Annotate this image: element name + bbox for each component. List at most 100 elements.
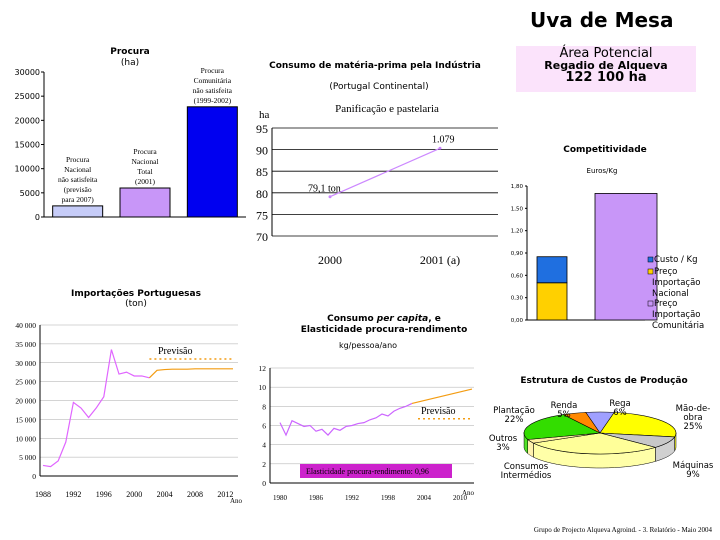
importacoes-y-tick-label: 5 000 [19,453,36,462]
procura-bar-label: Nacional [64,165,91,174]
procura-bar-label: Comunitária [194,76,232,85]
importacoes-y-tick-label: 25 000 [15,378,36,387]
procura-bar-label: Nacional [131,157,158,166]
estrutura-custos-slice-label: Plantação [493,406,535,416]
procura-bar-label: Procura [133,147,157,156]
consumo-materia-y-tick-label: 70 [256,230,268,244]
consumo-per-capita-series-line [411,388,473,405]
importacoes-y-tick-label: 10 000 [15,434,36,443]
competitividade-y-tick-label: 0,00 [511,318,524,324]
estrutura-custos-slice [562,412,601,434]
procura-bar [119,187,171,218]
estrutura-custos-slice-label: Renda [551,401,578,411]
estrutura-custos-slice-label: Outros [489,434,518,444]
importacoes-series-line [148,368,233,379]
consumo-per-capita-title2: Elasticidade procura-rendimento [301,325,468,335]
consumo-materia-y-tick-label: 85 [256,165,268,179]
procura-bar-label: (previsão [64,185,92,194]
procura-y-tick-label: 10000 [15,165,40,174]
competitividade-y-tick-label: 0,90 [511,251,524,257]
estrutura-custos-slice-label: 22% [505,415,524,425]
consumo-materia-series-title: Panificação e pastelaria [335,103,439,115]
importacoes-series-line [42,349,150,468]
importacoes-x-tick-label: 2004 [157,490,173,499]
procura-y-tick-label: 15000 [15,141,40,150]
consumo-per-capita-x-tick-label: 1986 [309,494,324,502]
importacoes-x-tick-label: 1996 [96,490,112,499]
procura-y-tick-label: 25000 [15,92,40,101]
consumo-materia-y-tick-label: 95 [256,122,268,136]
consumo-materia-x-tick-label: 2001 (a) [420,253,460,267]
consumo-per-capita-x-tick-label: 1980 [273,494,288,502]
competitividade-legend-label: Preço [654,299,677,309]
procura-bar-label: Procura [66,155,90,164]
consumo-materia-point [438,146,442,150]
procura-bar [52,205,104,218]
estrutura-custos-slice-label: obra [683,413,702,423]
consumo-per-capita-unit: kg/pessoa/ano [339,341,397,350]
consumo-per-capita-y-tick-label: 6 [262,422,266,431]
estrutura-custos-slice [523,414,602,440]
consumo-materia-y-tick-label: 80 [256,187,268,201]
consumo-per-capita-y-tick-label: 12 [259,364,267,373]
consumo-materia-title: Consumo de matéria-prima pela Indústria [269,60,481,71]
procura-bar-label: não satisfeita [58,175,98,184]
consumo-per-capita-annotation: Elasticidade procura-rendimento: 0,96 [306,467,429,476]
competitividade-bar-segment [536,282,568,321]
consumo-per-capita-y-tick-label: 8 [262,402,266,411]
consumo-materia-point [328,195,332,199]
consumo-per-capita-x-axis-label: Ano [462,489,475,497]
importacoes-y-tick-label: 20 000 [15,397,36,406]
importacoes-x-tick-label: 2000 [126,490,142,499]
importacoes-y-tick-label: 40 000 [15,321,36,330]
procura-bar-label: (1999-2002) [194,96,232,105]
procura-bar-label: (2001) [135,177,155,186]
estrutura-custos-slice-label: Consumos [504,462,549,472]
consumo-materia-x-tick-label: 2000 [318,253,342,267]
competitividade-legend-label: Custo / Kg [654,255,698,265]
procura-bar-label: Total [137,167,152,176]
procura-y-tick-label: 30000 [15,68,40,77]
estrutura-custos-slice-label: 25% [684,422,703,432]
estrutura-custos-slice-label: 5% [557,410,571,420]
consumo-per-capita-y-tick-label: 2 [262,460,266,469]
competitividade-y-tick-label: 0,30 [511,296,524,302]
importacoes-x-tick-label: 2008 [187,490,203,499]
procura-y-tick-label: 0 [35,213,40,222]
importacoes-y-tick-label: 30 000 [15,359,36,368]
competitividade-bar-segment [594,193,658,321]
competitividade-title: Competitividade [563,145,647,155]
consumo-per-capita-series-line [279,402,413,437]
consumo-per-capita-title-pre: Consumo [327,314,377,324]
consumo-per-capita-y-tick-label: 0 [262,479,266,488]
page-title: Uva de Mesa [530,8,674,32]
consumo-per-capita-x-tick-label: 1992 [345,494,360,502]
competitividade-y-tick-label: 0,60 [511,273,524,279]
competitividade-legend-label: Importação [652,310,701,320]
consumo-per-capita-annotation-box [300,464,452,478]
consumo-materia-point-label: 1.079 [432,134,455,145]
competitividade-y-tick-label: 1,20 [511,229,524,235]
competitividade-legend-swatch [647,300,654,307]
consumo-per-capita-y-tick-label: 4 [262,441,266,450]
area-box-line1: Área Potencial [559,46,653,61]
consumo-materia-series-line [329,147,441,198]
competitividade-legend-swatch [647,268,654,275]
competitividade-legend-swatch [647,256,654,263]
importacoes-y-tick-label: 15 000 [15,415,36,424]
procura-bar [186,106,238,218]
procura-bar-label: para 2007) [62,195,95,204]
consumo-materia-point-label: 79,1 ton [308,184,341,195]
estrutura-custos-slice-label: Rega [609,399,630,409]
consumo-materia-unit: ha [259,109,270,121]
consumo-per-capita-title: Consumo per capita, e [327,314,441,324]
consumo-per-capita-title-em: per capita [376,314,428,324]
competitividade-y-tick-label: 1,80 [511,184,524,190]
competitividade-bar-segment [536,256,568,284]
estrutura-custos-slice-label: Mão-de- [676,404,711,414]
